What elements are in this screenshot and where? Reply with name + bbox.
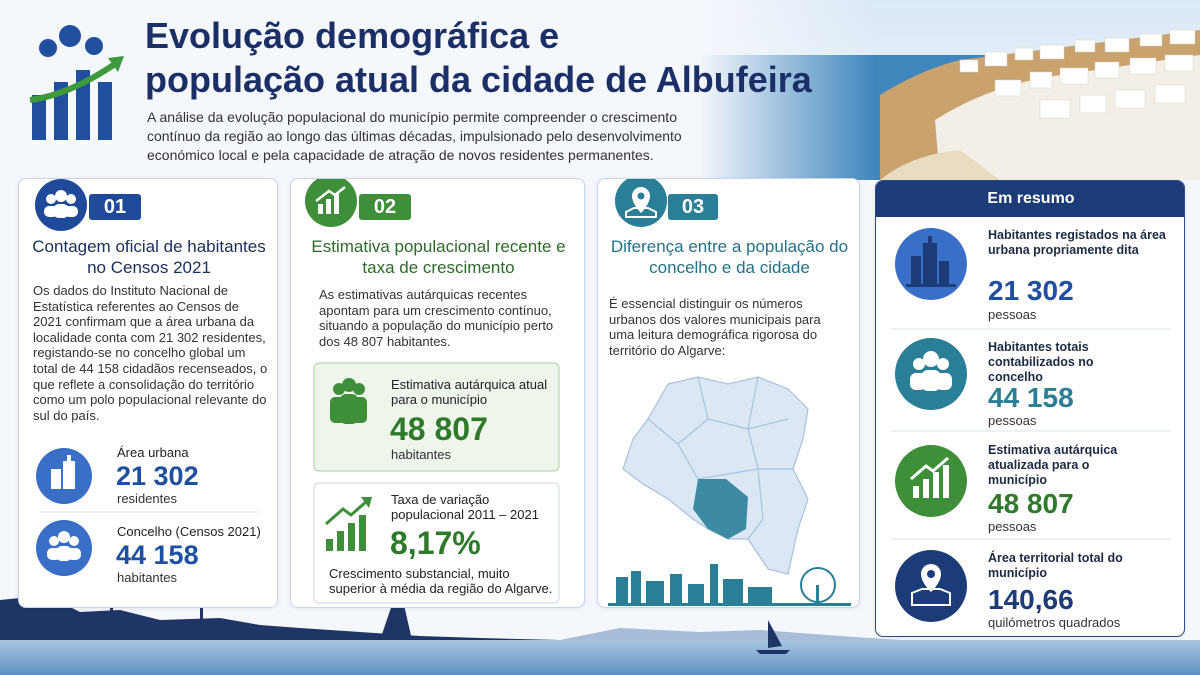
badge: 03 [668, 194, 718, 220]
summary-label: Habitantes registados na área urbana pro… [988, 228, 1166, 257]
stat-value: 48 807 [390, 411, 488, 447]
intro: A análise da evolução populacional do mu… [147, 109, 682, 163]
badge: 02 [359, 194, 411, 220]
stat-label: Concelho (Censos 2021) [117, 524, 261, 539]
summary-value: 44 158 [988, 382, 1074, 413]
stat-label: Taxa de variação populacional 2011 – 202… [391, 492, 539, 522]
summary-value: 48 807 [988, 488, 1074, 519]
stat-unit: habitantes [391, 447, 451, 462]
card-title: Estimativa populacional recente e taxa d… [311, 237, 566, 277]
stat-value: 44 158 [116, 540, 199, 570]
stat-unit: habitantes [117, 570, 177, 585]
summary-value: 140,66 [988, 584, 1074, 615]
stat-value: 8,17% [390, 525, 481, 561]
stat-unit: residentes [117, 491, 177, 506]
card: 01 Contagem oficial de habitantes no Cen… [18, 178, 278, 608]
card-graphics [608, 179, 851, 606]
stat-label: Área urbana [117, 445, 189, 460]
card-text: As estimativas autárquicas recentes apon… [319, 287, 554, 349]
card-title: Diferença entre a população do concelho … [610, 237, 849, 277]
summary-title: Em resumo [876, 181, 1184, 217]
card: 03 Diferença entre a população do concel… [597, 178, 860, 608]
title-line: população atual da cidade de Albufeira [145, 59, 812, 100]
summary-graphics [891, 228, 1171, 622]
card-graphics [305, 179, 560, 604]
summary-label: Estimativa autárquica atualizada para o … [988, 443, 1118, 487]
summary-panel: Em resumo Habitantes registados na área … [875, 180, 1185, 637]
card-text: É essencial distinguir os números urbano… [609, 296, 821, 358]
summary-unit: pessoas [988, 307, 1037, 322]
badge: 01 [89, 194, 141, 220]
summary-label: Habitantes totais contabilizados no conc… [988, 340, 1094, 384]
summary-unit: pessoas [988, 519, 1037, 534]
summary-unit: quilómetros quadrados [988, 615, 1121, 630]
card-title: Contagem oficial de habitantes no Censos… [32, 237, 266, 277]
summary-label: Área territorial total do município [988, 551, 1123, 580]
summary-value: 21 302 [988, 275, 1074, 306]
summary-unit: pessoas [988, 413, 1037, 428]
title: Evolução demográfica e população atual d… [145, 14, 812, 102]
stat-note: Crescimento substancial, muito superior … [329, 566, 553, 596]
card-text: Os dados do Instituto Nacional de Estatí… [33, 283, 268, 423]
card-graphics [35, 179, 259, 576]
title-line: Evolução demográfica e [145, 15, 560, 56]
card: 02 Estimativa populacional recente e tax… [290, 178, 585, 608]
stat-value: 21 302 [116, 461, 199, 491]
stat-label: Estimativa autárquica atual para o munic… [391, 377, 548, 407]
